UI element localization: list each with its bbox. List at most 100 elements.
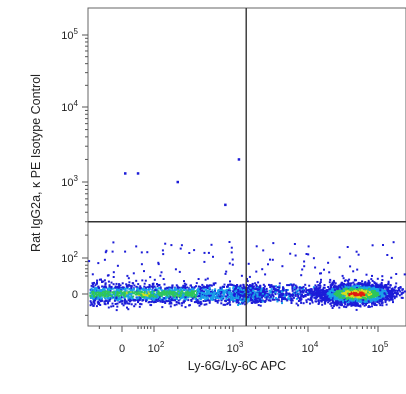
event-dot	[368, 289, 371, 292]
event-dot	[341, 298, 344, 301]
event-dot	[221, 285, 224, 288]
event-dot	[146, 291, 149, 294]
event-dot	[356, 288, 359, 291]
event-dot	[140, 303, 143, 306]
event-dot	[203, 294, 206, 297]
event-dot	[384, 299, 387, 302]
event-dot	[363, 290, 366, 293]
event-dot	[353, 283, 356, 286]
event-dot	[219, 295, 222, 298]
event-dot	[374, 302, 377, 305]
event-dot	[92, 292, 94, 295]
event-dot	[384, 290, 387, 293]
event-dot	[174, 268, 177, 271]
event-dot	[343, 305, 346, 308]
event-dot	[349, 286, 352, 289]
event-dot	[102, 280, 105, 283]
event-dot	[89, 295, 92, 298]
event-dot	[278, 296, 280, 299]
event-dot	[329, 299, 332, 302]
event-dot	[311, 294, 314, 297]
event-dot	[176, 180, 179, 184]
event-dot	[309, 292, 312, 295]
event-dot	[163, 292, 166, 295]
event-dot	[124, 298, 126, 301]
event-dot	[152, 295, 155, 298]
event-dot	[98, 278, 101, 281]
event-dot	[361, 296, 364, 299]
event-dot	[192, 288, 195, 291]
event-dot	[348, 291, 351, 294]
event-dot	[158, 284, 161, 286]
event-dot	[227, 289, 230, 292]
event-dot	[335, 293, 338, 296]
event-dot	[356, 268, 359, 271]
event-dot	[159, 274, 162, 277]
event-dot	[113, 291, 116, 294]
event-dot	[125, 295, 128, 298]
event-dot	[108, 285, 111, 288]
event-dot	[318, 291, 321, 294]
event-dot	[288, 284, 290, 287]
event-dot	[115, 289, 118, 292]
event-dot	[370, 295, 373, 298]
event-dot	[323, 268, 325, 271]
event-dot	[333, 288, 336, 291]
event-dot	[221, 287, 223, 290]
event-dot	[102, 287, 105, 290]
event-dot	[239, 299, 242, 302]
event-dot	[331, 290, 334, 292]
event-dot	[370, 298, 373, 301]
event-dot	[196, 289, 199, 292]
event-dot	[155, 293, 158, 296]
event-dot	[137, 289, 140, 292]
event-dot	[192, 290, 195, 293]
event-dot	[190, 288, 193, 291]
event-dot	[170, 293, 173, 295]
event-dot	[124, 250, 127, 253]
event-dot	[222, 296, 225, 299]
event-dot	[224, 203, 227, 207]
event-dot	[237, 304, 240, 306]
event-dot	[341, 283, 344, 286]
event-dot	[251, 285, 254, 288]
event-dot	[169, 290, 172, 293]
event-dot	[358, 284, 361, 287]
event-dot	[240, 290, 242, 293]
event-dot	[193, 293, 196, 296]
event-dot	[96, 282, 98, 285]
event-dot	[115, 286, 118, 289]
event-dot	[333, 286, 336, 289]
event-dot	[357, 281, 360, 284]
event-dot	[371, 305, 373, 308]
event-dot	[282, 289, 285, 292]
event-dot	[357, 283, 360, 286]
event-dot	[297, 294, 300, 297]
event-dot	[218, 289, 221, 291]
event-dot	[120, 294, 123, 297]
event-dot	[315, 296, 318, 299]
event-dot	[319, 293, 322, 296]
event-dot	[274, 288, 277, 291]
event-dot	[246, 291, 249, 294]
event-dot	[255, 288, 258, 291]
event-dot	[338, 296, 341, 299]
event-dot	[198, 289, 201, 292]
event-dot	[361, 303, 364, 306]
event-dot	[385, 285, 388, 288]
event-dot	[197, 278, 200, 280]
event-dot	[139, 296, 142, 299]
event-dot	[110, 288, 113, 291]
event-dot	[94, 287, 97, 290]
event-dot	[350, 302, 352, 305]
event-dot	[170, 244, 173, 247]
event-dot	[172, 299, 175, 302]
event-dot	[361, 301, 364, 304]
event-dot	[370, 300, 372, 303]
event-dot	[366, 282, 369, 285]
event-dot	[259, 290, 262, 293]
event-dot	[199, 303, 202, 306]
event-dot	[151, 285, 153, 288]
event-dot	[239, 295, 241, 298]
event-dot	[353, 291, 356, 294]
